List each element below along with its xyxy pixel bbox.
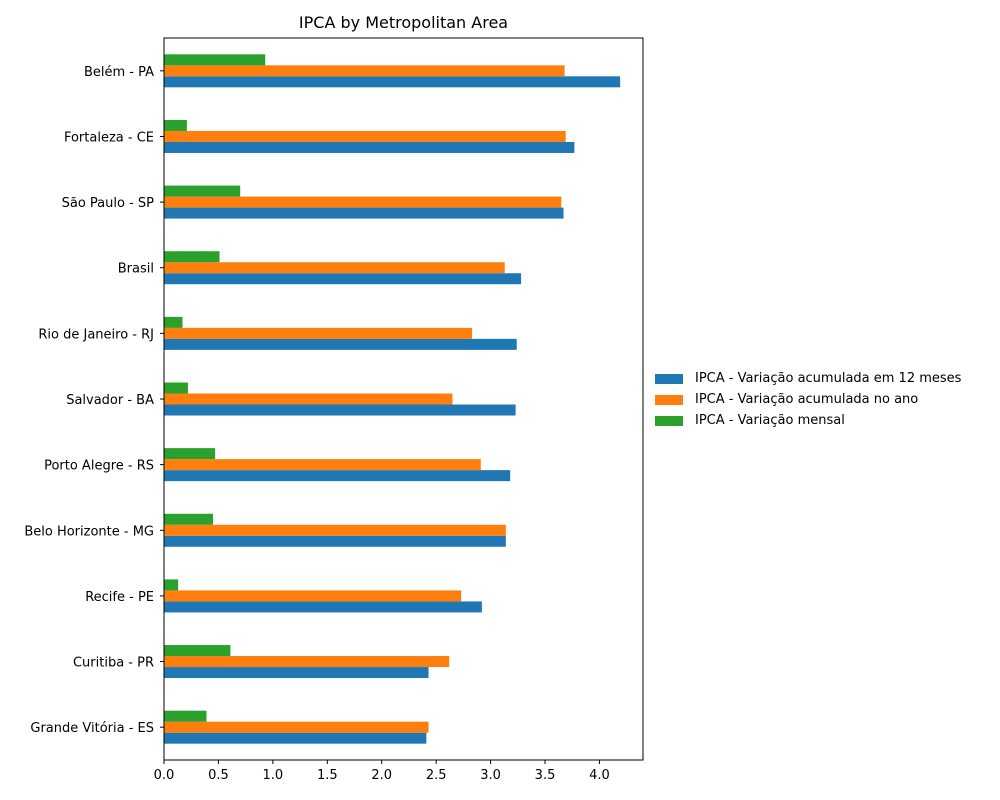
bar-mensal [164,251,220,263]
legend-swatch [655,394,683,405]
bar-mensal [164,185,241,197]
x-tick-label: 1.0 [263,768,284,783]
legend-item: IPCA - Variação acumulada no ano [655,389,961,410]
x-tick-label: 0.0 [154,768,175,783]
y-tick-label: Curitiba - PR [73,656,154,671]
y-tick-label: Porto Alegre - RS [44,459,154,474]
bar-acumulada-ano [164,459,481,471]
bars-group [164,54,621,744]
bar-acumulada-12-meses [164,404,516,416]
bar-acumulada-12-meses [164,207,564,219]
bar-mensal [164,710,207,722]
y-tick-label: Recife - PE [85,590,154,605]
y-tick-label: São Paulo - SP [62,196,155,211]
y-axis: Belém - PA Fortaleza - CE São Paulo - SP Br… [24,65,164,736]
y-tick-label: Rio de Janeiro - RJ [38,327,154,342]
bar-mensal [164,448,216,460]
x-tick-label: 2.0 [371,768,392,783]
bar-mensal [164,645,231,657]
bar-acumulada-12-meses [164,732,427,744]
legend: IPCA - Variação acumulada em 12 meses IPC… [655,368,961,431]
legend-swatch [655,373,683,384]
x-tick-label: 2.5 [426,768,447,783]
x-axis: 0.0 0.5 1.0 1.5 2.0 2.5 3.0 3.5 4.0 [154,760,610,783]
legend-label: IPCA - Variação acumulada no ano [695,392,919,407]
x-tick-label: 1.5 [317,768,338,783]
bar-acumulada-ano [164,721,429,733]
y-tick-label: Brasil [118,262,154,277]
bar-acumulada-12-meses [164,667,429,679]
y-tick-label: Grande Vitória - ES [30,721,154,736]
bar-acumulada-12-meses [164,76,621,88]
bar-acumulada-ano [164,130,566,142]
bar-acumulada-12-meses [164,338,517,350]
bar-acumulada-12-meses [164,601,482,613]
y-tick-label: Salvador - BA [66,393,154,408]
bar-acumulada-ano [164,393,453,405]
bar-acumulada-12-meses [164,470,511,482]
bar-acumulada-ano [164,524,506,536]
legend-item: IPCA - Variação mensal [655,410,961,431]
bar-acumulada-12-meses [164,535,506,547]
x-tick-label: 4.0 [589,768,610,783]
bar-mensal [164,579,179,591]
y-tick-label: Belém - PA [84,65,154,80]
bar-mensal [164,382,188,394]
x-tick-label: 3.0 [480,768,501,783]
legend-label: IPCA - Variação mensal [695,413,845,428]
legend-item: IPCA - Variação acumulada em 12 meses [655,368,961,389]
bar-acumulada-ano [164,262,505,274]
x-tick-label: 3.5 [535,768,556,783]
bar-mensal [164,316,183,328]
bar-acumulada-ano [164,196,562,208]
bar-acumulada-12-meses [164,273,522,285]
x-tick-label: 0.5 [208,768,229,783]
bar-acumulada-ano [164,327,473,339]
chart-title: IPCA by Metropolitan Area [298,13,509,32]
bar-acumulada-ano [164,656,450,668]
y-tick-label: Belo Horizonte - MG [24,524,154,539]
bar-acumulada-ano [164,590,462,602]
legend-swatch [655,415,683,426]
bar-mensal [164,119,187,131]
y-tick-label: Fortaleza - CE [64,130,154,145]
bar-mensal [164,513,213,525]
bar-mensal [164,54,266,66]
bar-acumulada-12-meses [164,141,575,153]
legend-label: IPCA - Variação acumulada em 12 meses [695,371,962,386]
bar-acumulada-ano [164,65,565,77]
